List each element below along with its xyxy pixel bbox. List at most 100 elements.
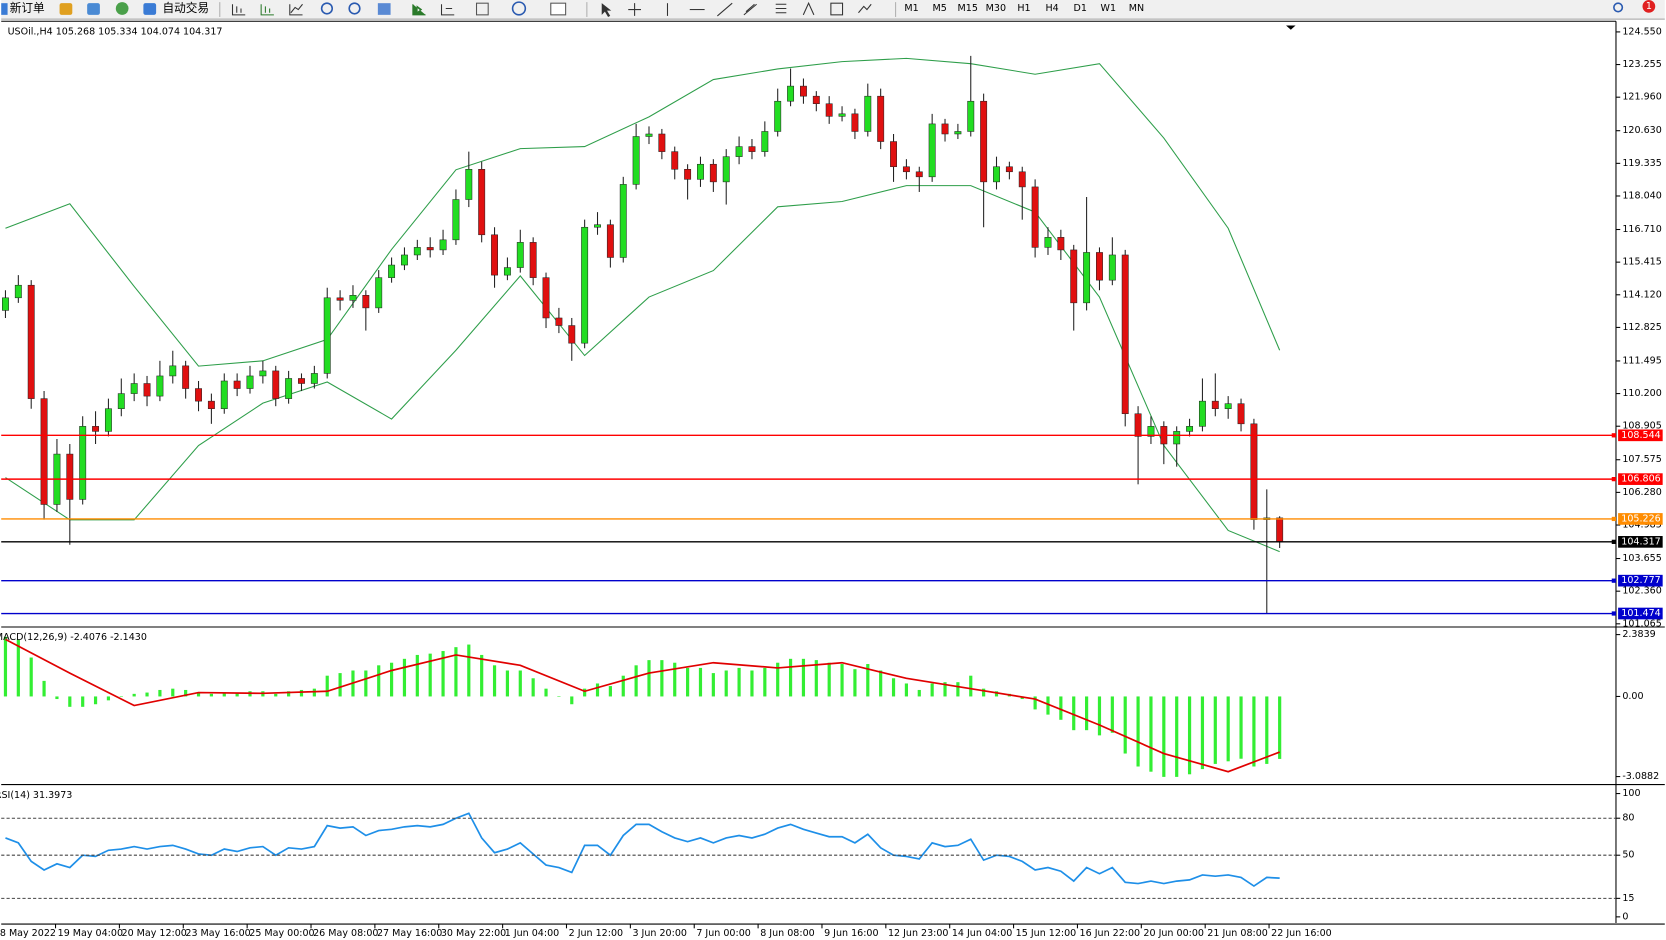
candle-body: [169, 365, 177, 377]
macd-bar: [1239, 696, 1243, 759]
icon[interactable]: [412, 4, 426, 16]
new-order[interactable]: 新订单: [10, 1, 45, 15]
y-tick-label: 107.575: [1622, 454, 1661, 465]
auto-trade[interactable]: 自动交易: [162, 1, 209, 15]
icon[interactable]: [601, 3, 612, 17]
candle-body: [1096, 252, 1103, 281]
level-label: 108.544: [1621, 430, 1660, 441]
icon[interactable]: [830, 2, 844, 16]
candle-body: [967, 100, 975, 132]
candle-body: [413, 247, 421, 256]
icon[interactable]: [550, 2, 567, 16]
level-label-bg: [1618, 574, 1663, 587]
plot-area: [2, 55, 1284, 888]
macd-bar: [1110, 696, 1114, 733]
timeframe[interactable]: H4: [1045, 3, 1058, 14]
timeframe[interactable]: M15: [958, 3, 978, 14]
icon[interactable]: [348, 2, 361, 15]
timeframe[interactable]: M30: [986, 3, 1006, 14]
alert-badge[interactable]: [1642, 0, 1656, 13]
timeframe[interactable]: W1: [1101, 3, 1117, 14]
macd-bar: [1252, 696, 1256, 767]
x-tick-label: 7 Jun 00:00: [696, 928, 750, 939]
candle-body: [671, 151, 679, 170]
y-tick-label: 80: [1622, 813, 1634, 824]
candle-body: [877, 95, 885, 142]
candle-body: [323, 297, 331, 374]
timeframe[interactable]: MN: [1129, 3, 1144, 14]
timeframe[interactable]: M5: [932, 3, 946, 14]
macd-bar: [1265, 696, 1269, 764]
icon[interactable]: [717, 2, 733, 17]
macd-bar: [184, 689, 188, 697]
macd-bar: [1046, 696, 1050, 715]
y-tick-label: 123.255: [1622, 59, 1661, 70]
icon[interactable]: [289, 3, 303, 16]
icon[interactable]: [231, 4, 246, 16]
icon[interactable]: [59, 3, 73, 15]
candle-body: [452, 199, 460, 241]
candle-body: [14, 284, 22, 299]
macd-bar: [441, 651, 445, 697]
candle-body: [697, 163, 704, 180]
macd-bar: [132, 693, 136, 697]
timeframe[interactable]: D1: [1073, 3, 1086, 14]
macd-bar: [492, 665, 497, 697]
icon[interactable]: [511, 1, 527, 16]
y-tick-label: 50: [1622, 850, 1634, 861]
icon[interactable]: [260, 4, 274, 16]
macd-bar: [711, 673, 715, 697]
x-tick-label: 26 May 08:00: [313, 928, 378, 939]
macd-bar: [814, 660, 818, 697]
macd-bar: [158, 689, 162, 697]
icon[interactable]: [775, 3, 787, 14]
candle-body: [1147, 426, 1155, 437]
candle-body: [516, 242, 524, 268]
candle-body: [799, 85, 807, 97]
y-tick-label: 0: [1622, 911, 1628, 922]
icon[interactable]: [377, 3, 391, 15]
candle-body: [156, 375, 164, 397]
candle-body: [722, 156, 730, 183]
y-tick-label: 116.710: [1622, 224, 1661, 235]
macd-bar: [634, 665, 638, 697]
macd-bar: [608, 686, 612, 697]
shift-marker[interactable]: [1286, 25, 1296, 30]
timeframe[interactable]: H1: [1017, 3, 1030, 14]
icon[interactable]: [802, 1, 815, 16]
candle-body: [1211, 400, 1219, 409]
icon[interactable]: [858, 3, 872, 14]
icon[interactable]: [743, 3, 757, 16]
candle-body: [503, 267, 511, 276]
icon[interactable]: [628, 3, 641, 16]
icon[interactable]: [143, 3, 157, 15]
search[interactable]: [1613, 2, 1624, 13]
indicator-title: RSI(14) 31.3973: [0, 790, 72, 801]
icon[interactable]: [440, 4, 455, 16]
macd-bar: [467, 644, 471, 697]
level-label-bg: [1618, 429, 1663, 442]
candle-body: [864, 95, 872, 132]
candle-body: [130, 383, 138, 394]
macd-bar: [866, 664, 870, 697]
icon[interactable]: [475, 2, 489, 16]
candle-body: [1250, 423, 1258, 520]
macd-bar: [943, 682, 947, 697]
candle-body: [195, 388, 202, 402]
macd-bar: [621, 675, 625, 697]
y-tick-label: 118.040: [1622, 190, 1661, 201]
macd-bar: [531, 678, 535, 697]
macd-bar: [982, 688, 986, 697]
icon[interactable]: [87, 3, 100, 15]
macd-bar: [840, 664, 844, 697]
icon[interactable]: [320, 2, 334, 15]
macd-bar: [853, 669, 857, 697]
x-tick-label: 15 Jun 12:00: [1016, 928, 1077, 939]
macd-bar: [891, 678, 896, 697]
candle-body: [594, 224, 601, 228]
candle-body: [915, 171, 923, 178]
macd-bar: [209, 693, 213, 697]
timeframe[interactable]: M1: [904, 3, 918, 14]
candle-body: [1237, 403, 1245, 425]
icon[interactable]: [115, 2, 129, 15]
